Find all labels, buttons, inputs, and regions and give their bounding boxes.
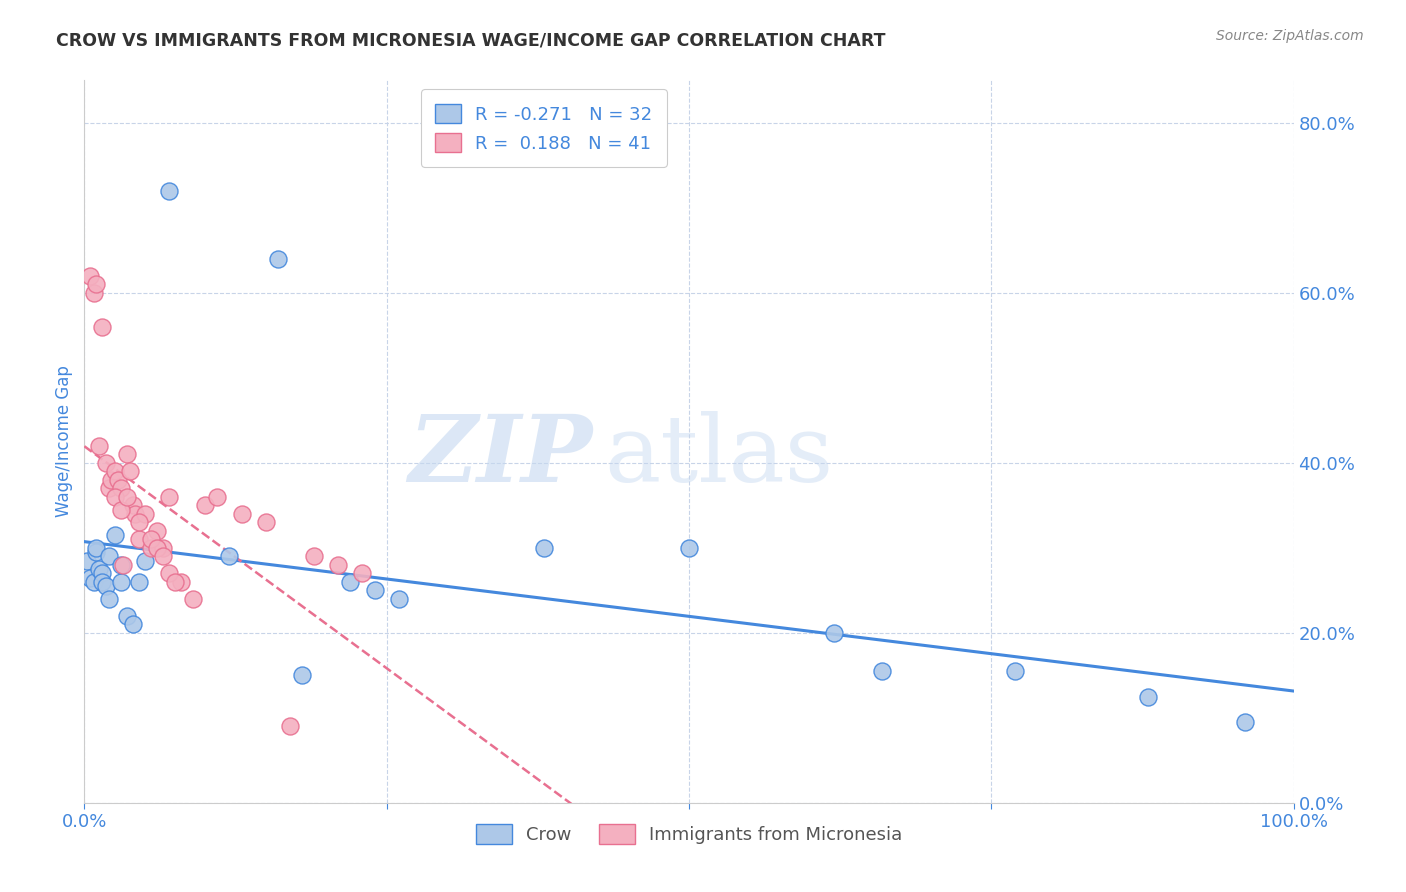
- Point: [94, 579, 117, 593]
- Point: [128, 533, 150, 547]
- Point: [134, 507, 156, 521]
- Point: [115, 490, 138, 504]
- Point: [97, 481, 120, 495]
- Point: [278, 719, 301, 733]
- Point: [110, 574, 132, 589]
- Point: [1234, 714, 1257, 729]
- Point: [231, 507, 253, 521]
- Point: [165, 574, 187, 589]
- Point: [83, 574, 105, 589]
- Point: [1137, 690, 1160, 704]
- Point: [76, 553, 98, 567]
- Point: [388, 591, 411, 606]
- Point: [302, 549, 325, 564]
- Point: [83, 285, 105, 300]
- Point: [139, 541, 162, 555]
- Legend: Crow, Immigrants from Micronesia: Crow, Immigrants from Micronesia: [468, 817, 910, 852]
- Point: [120, 464, 142, 478]
- Point: [157, 566, 180, 581]
- Point: [363, 583, 385, 598]
- Point: [872, 664, 894, 678]
- Point: [121, 617, 143, 632]
- Point: [115, 447, 138, 461]
- Point: [254, 516, 277, 530]
- Text: ZIP: ZIP: [408, 411, 592, 501]
- Point: [86, 541, 108, 555]
- Point: [86, 545, 108, 559]
- Point: [218, 549, 240, 564]
- Point: [94, 456, 117, 470]
- Point: [134, 553, 156, 567]
- Point: [121, 498, 143, 512]
- Point: [128, 574, 150, 589]
- Point: [139, 533, 162, 547]
- Point: [97, 549, 120, 564]
- Point: [86, 277, 108, 292]
- Point: [157, 184, 180, 198]
- Point: [124, 507, 146, 521]
- Point: [352, 566, 374, 581]
- Point: [207, 490, 229, 504]
- Point: [110, 558, 132, 572]
- Point: [267, 252, 290, 266]
- Point: [181, 591, 204, 606]
- Point: [104, 528, 127, 542]
- Point: [107, 473, 129, 487]
- Point: [194, 498, 217, 512]
- Point: [533, 541, 555, 555]
- Point: [91, 319, 114, 334]
- Point: [100, 473, 122, 487]
- Point: [328, 558, 350, 572]
- Point: [79, 570, 101, 584]
- Point: [110, 502, 132, 516]
- Point: [91, 574, 114, 589]
- Point: [152, 549, 174, 564]
- Point: [146, 524, 169, 538]
- Point: [97, 591, 120, 606]
- Point: [110, 481, 132, 495]
- Point: [112, 558, 135, 572]
- Point: [91, 566, 114, 581]
- Point: [157, 490, 180, 504]
- Point: [79, 268, 101, 283]
- Point: [146, 541, 169, 555]
- Point: [678, 541, 700, 555]
- Point: [823, 625, 845, 640]
- Point: [291, 668, 314, 682]
- Y-axis label: Wage/Income Gap: Wage/Income Gap: [55, 366, 73, 517]
- Point: [170, 574, 193, 589]
- Point: [87, 439, 110, 453]
- Text: Source: ZipAtlas.com: Source: ZipAtlas.com: [1216, 29, 1364, 43]
- Point: [104, 490, 127, 504]
- Point: [87, 562, 110, 576]
- Point: [339, 574, 361, 589]
- Point: [128, 516, 150, 530]
- Point: [1004, 664, 1026, 678]
- Text: CROW VS IMMIGRANTS FROM MICRONESIA WAGE/INCOME GAP CORRELATION CHART: CROW VS IMMIGRANTS FROM MICRONESIA WAGE/…: [56, 31, 886, 49]
- Point: [104, 464, 127, 478]
- Point: [115, 608, 138, 623]
- Text: atlas: atlas: [605, 411, 834, 501]
- Point: [152, 541, 174, 555]
